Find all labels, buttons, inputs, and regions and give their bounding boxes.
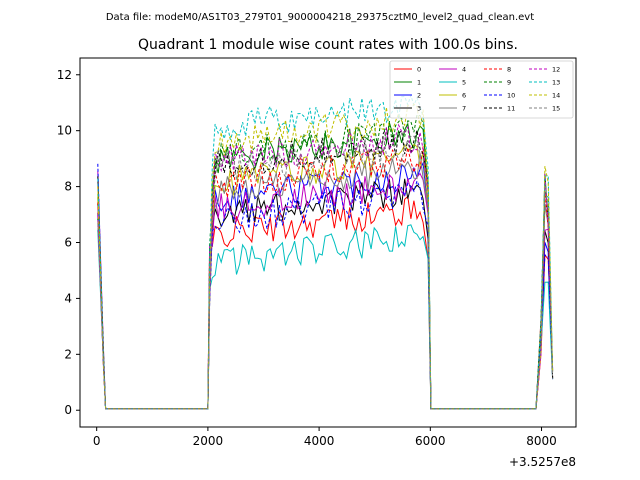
x-tick-label: 8000 xyxy=(526,434,557,448)
x-tick-label: 0 xyxy=(93,434,101,448)
x-tick-label: 4000 xyxy=(304,434,335,448)
series-line-9 xyxy=(97,114,554,410)
series-line-8 xyxy=(97,146,554,410)
legend-label-11: 11 xyxy=(507,105,515,113)
series-line-11 xyxy=(97,127,554,410)
x-tick-label: 2000 xyxy=(193,434,224,448)
series-line-13 xyxy=(97,93,554,410)
series-line-4 xyxy=(97,171,554,410)
legend-label-15: 15 xyxy=(552,105,560,113)
x-offset-label: +3.5257e8 xyxy=(509,455,576,469)
series-line-2 xyxy=(97,161,554,410)
legend-label-7: 7 xyxy=(462,105,466,113)
legend-label-12: 12 xyxy=(552,66,560,74)
legend-label-6: 6 xyxy=(462,92,466,100)
series-line-14 xyxy=(97,103,554,410)
series-line-15 xyxy=(97,135,554,410)
series-line-7 xyxy=(97,152,554,410)
legend-label-5: 5 xyxy=(462,79,466,87)
y-tick-label: 4 xyxy=(64,291,72,305)
series-layer xyxy=(97,93,554,410)
legend-label-0: 0 xyxy=(417,66,421,74)
legend-label-8: 8 xyxy=(507,66,511,74)
legend-label-3: 3 xyxy=(417,105,421,113)
series-line-1 xyxy=(97,122,554,410)
series-line-10 xyxy=(97,163,554,410)
chart-title: Quadrant 1 module wise count rates with … xyxy=(138,37,518,53)
y-tick-label: 12 xyxy=(57,68,72,82)
legend-label-1: 1 xyxy=(417,79,421,87)
series-line-3 xyxy=(97,178,554,410)
legend-label-14: 14 xyxy=(552,92,560,100)
x-axis: 0 2000 4000 6000 8000 xyxy=(93,427,557,448)
legend-label-9: 9 xyxy=(507,79,511,87)
legend-label-2: 2 xyxy=(417,92,421,100)
series-line-12 xyxy=(97,123,554,410)
y-tick-label: 10 xyxy=(57,124,72,138)
y-tick-label: 0 xyxy=(64,403,72,417)
suptitle: Data file: modeM0/AS1T03_279T01_90000042… xyxy=(106,12,534,23)
y-tick-label: 6 xyxy=(64,236,72,250)
legend-label-4: 4 xyxy=(462,66,466,74)
legend-frame xyxy=(389,60,574,119)
legend-label-10: 10 xyxy=(507,92,515,100)
y-axis: 0 2 4 6 8 10 12 xyxy=(57,68,80,417)
legend-label-13: 13 xyxy=(552,79,560,87)
y-tick-label: 2 xyxy=(64,347,72,361)
y-tick-label: 8 xyxy=(64,180,72,194)
series-line-0 xyxy=(97,183,554,410)
x-tick-label: 6000 xyxy=(415,434,446,448)
series-line-5 xyxy=(97,224,554,410)
